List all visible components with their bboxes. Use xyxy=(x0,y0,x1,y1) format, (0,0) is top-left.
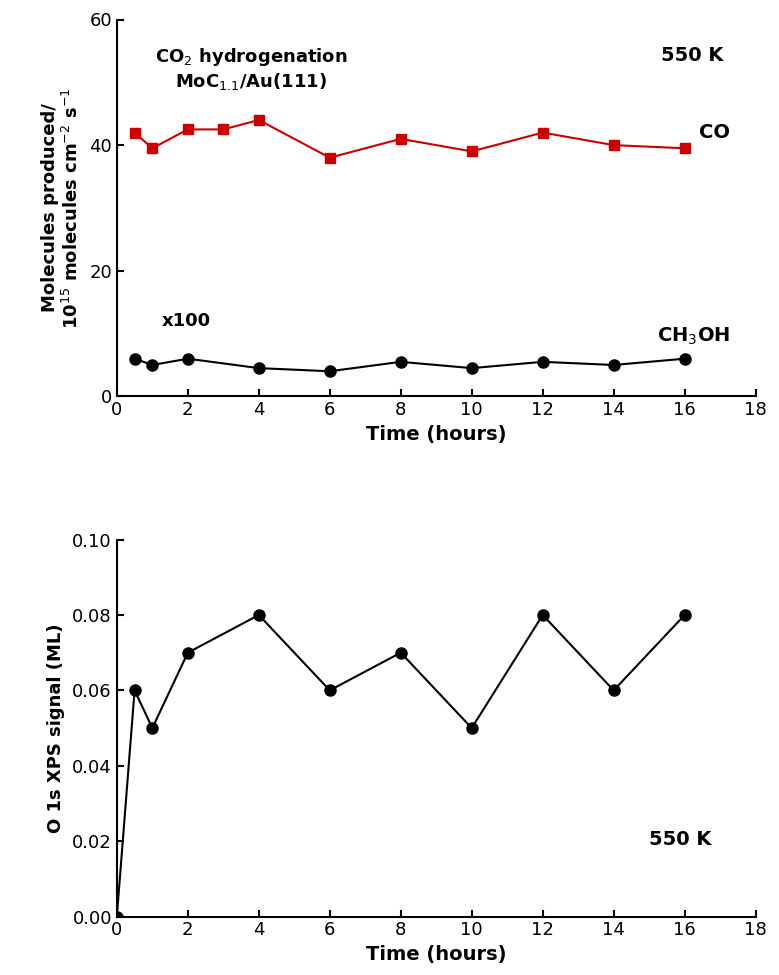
Text: CO$_2$ hydrogenation
MoC$_{1.1}$/Au(111): CO$_2$ hydrogenation MoC$_{1.1}$/Au(111) xyxy=(155,46,348,92)
Text: 550 K: 550 K xyxy=(661,46,724,65)
Text: CH$_3$OH: CH$_3$OH xyxy=(657,326,730,347)
Text: CO: CO xyxy=(699,123,730,142)
X-axis label: Time (hours): Time (hours) xyxy=(366,945,506,964)
Y-axis label: Molecules produced/
10$^{15}$ molecules cm$^{-2}$ s$^{-1}$: Molecules produced/ 10$^{15}$ molecules … xyxy=(41,87,83,329)
Y-axis label: O 1s XPS signal (ML): O 1s XPS signal (ML) xyxy=(48,623,65,833)
X-axis label: Time (hours): Time (hours) xyxy=(366,425,506,444)
Text: x100: x100 xyxy=(161,312,210,330)
Text: 550 K: 550 K xyxy=(649,830,711,848)
